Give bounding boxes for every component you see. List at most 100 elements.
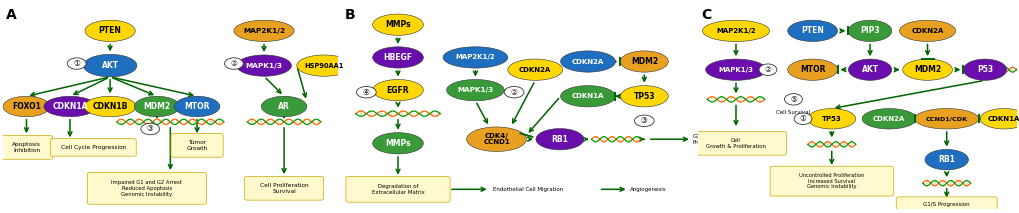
Text: Degradation of
Extracellular Matrix: Degradation of Extracellular Matrix (371, 184, 424, 195)
Text: CDKN1A: CDKN1A (987, 116, 1019, 122)
Text: MMPs: MMPs (385, 20, 411, 29)
Ellipse shape (807, 109, 855, 129)
Text: ②: ② (763, 65, 770, 74)
Text: ⑤: ⑤ (790, 95, 796, 104)
FancyBboxPatch shape (769, 166, 893, 196)
FancyBboxPatch shape (0, 135, 53, 159)
Ellipse shape (899, 20, 955, 42)
Ellipse shape (979, 109, 1019, 129)
Ellipse shape (236, 55, 291, 76)
FancyBboxPatch shape (245, 176, 323, 200)
Text: G1/S
Progression: G1/S Progression (692, 134, 723, 145)
Ellipse shape (507, 59, 562, 80)
Text: EGFR: EGFR (386, 86, 409, 95)
Text: AR: AR (278, 102, 289, 111)
Text: MDM2: MDM2 (913, 65, 941, 74)
Text: MAP2K1/2: MAP2K1/2 (243, 28, 284, 34)
Ellipse shape (372, 79, 423, 101)
Text: MMPs: MMPs (385, 139, 411, 148)
Circle shape (634, 115, 653, 127)
Text: G1/S Progression: G1/S Progression (922, 202, 969, 207)
Ellipse shape (620, 86, 667, 107)
Text: PTEN: PTEN (800, 26, 823, 35)
Text: ①: ① (799, 114, 806, 123)
Ellipse shape (85, 20, 136, 42)
Ellipse shape (702, 20, 768, 42)
Ellipse shape (620, 51, 667, 72)
Text: CDKN1A: CDKN1A (52, 102, 88, 111)
Text: MTOR: MTOR (799, 65, 824, 74)
Text: CDKN1A: CDKN1A (572, 93, 603, 99)
Text: Cell
Growth & Proliferation: Cell Growth & Proliferation (705, 138, 765, 149)
Text: ③: ③ (147, 124, 154, 134)
FancyBboxPatch shape (51, 139, 137, 156)
Circle shape (784, 94, 802, 105)
Ellipse shape (962, 59, 1006, 80)
Text: CDKN2A: CDKN2A (872, 116, 905, 122)
Ellipse shape (174, 96, 220, 117)
Text: CDKN2A: CDKN2A (519, 67, 551, 73)
Ellipse shape (705, 59, 765, 80)
Text: B: B (344, 8, 356, 22)
Ellipse shape (848, 20, 891, 42)
Text: Angiogenesis: Angiogenesis (630, 187, 666, 192)
Text: Endothelial Cell Migration: Endothelial Cell Migration (492, 187, 562, 192)
Circle shape (67, 58, 86, 69)
Text: MDM2: MDM2 (144, 102, 170, 111)
Text: TP53: TP53 (633, 92, 654, 101)
Ellipse shape (297, 55, 352, 76)
Text: HSP90AA1: HSP90AA1 (305, 63, 343, 69)
Text: RB1: RB1 (551, 135, 568, 144)
Text: PIP3: PIP3 (859, 26, 879, 35)
Circle shape (503, 86, 524, 98)
Circle shape (224, 58, 244, 69)
Circle shape (758, 64, 776, 75)
Text: MAPK1/3: MAPK1/3 (457, 87, 493, 93)
Ellipse shape (787, 20, 837, 42)
FancyBboxPatch shape (345, 176, 449, 202)
Ellipse shape (261, 96, 307, 117)
FancyBboxPatch shape (88, 172, 206, 204)
Ellipse shape (924, 150, 967, 170)
Text: MAP2K1/2: MAP2K1/2 (715, 28, 755, 34)
Ellipse shape (914, 109, 977, 129)
Text: CDKN2A: CDKN2A (911, 28, 943, 34)
Text: Impaired G1 and G2 Arrest
Reduced Apoptosis
Genomic Instability: Impaired G1 and G2 Arrest Reduced Apopto… (111, 180, 182, 197)
Text: ④: ④ (363, 88, 370, 97)
Ellipse shape (902, 59, 952, 80)
Text: HBEGF: HBEGF (383, 53, 412, 62)
Ellipse shape (372, 14, 423, 35)
Text: CDKN1B: CDKN1B (93, 102, 127, 111)
Ellipse shape (848, 59, 891, 80)
FancyBboxPatch shape (685, 131, 786, 155)
Text: P53: P53 (976, 65, 993, 74)
Text: MAPK1/3: MAPK1/3 (246, 63, 282, 69)
Text: Cell Proliferation
Survival: Cell Proliferation Survival (260, 183, 308, 194)
Text: ②: ② (230, 59, 237, 68)
Circle shape (794, 113, 811, 124)
Text: MDM2: MDM2 (630, 57, 657, 66)
Text: Cell Cycle Progression: Cell Cycle Progression (61, 145, 126, 150)
Text: ③: ③ (640, 116, 647, 125)
Ellipse shape (84, 96, 137, 117)
Ellipse shape (3, 96, 50, 117)
Circle shape (141, 123, 160, 135)
Text: CDK4/
CCND1: CDK4/ CCND1 (483, 133, 510, 145)
FancyBboxPatch shape (896, 197, 997, 212)
Text: TP53: TP53 (821, 116, 841, 122)
Text: PTEN: PTEN (99, 26, 121, 35)
Text: CCND1/CDK: CCND1/CDK (924, 116, 967, 121)
Ellipse shape (535, 129, 583, 150)
Text: AKT: AKT (102, 61, 118, 70)
Text: MAPK1/3: MAPK1/3 (717, 67, 753, 73)
Ellipse shape (560, 86, 614, 107)
Ellipse shape (442, 47, 507, 68)
Ellipse shape (446, 79, 503, 101)
FancyBboxPatch shape (171, 134, 223, 157)
Ellipse shape (135, 96, 179, 117)
Ellipse shape (560, 51, 614, 72)
Text: MTOR: MTOR (184, 102, 210, 111)
Ellipse shape (372, 133, 423, 154)
Text: C: C (700, 8, 710, 22)
Text: MAP2K1/2: MAP2K1/2 (455, 55, 495, 60)
